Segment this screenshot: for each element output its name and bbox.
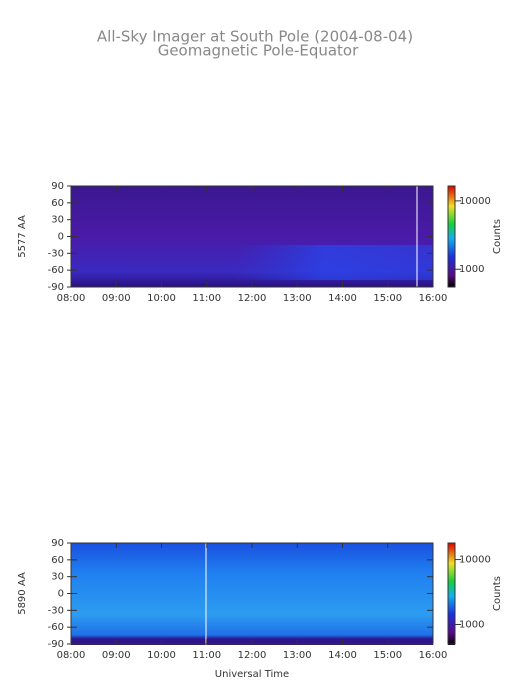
y-tick-label: -90 — [48, 282, 64, 293]
colorbar-frame — [447, 185, 456, 288]
y-tick-label: 0 — [58, 589, 64, 600]
subtitle: Geomagnetic Pole-Equator — [158, 42, 359, 60]
y-tick-label: 60 — [51, 198, 64, 209]
x-tick-label: 13:00 — [283, 650, 312, 661]
x-tick-label: 08:00 — [57, 650, 86, 661]
y-tick-label: -30 — [48, 248, 64, 259]
colorbar-tick-label: 1000 — [459, 619, 484, 630]
x-tick-label: 10:00 — [147, 293, 176, 304]
colorbar-tick-label: 10000 — [459, 555, 491, 566]
x-tick-label: 10:00 — [147, 650, 176, 661]
y-tick-label: 90 — [51, 538, 64, 549]
colorbar-label: Counts — [492, 576, 503, 611]
colorbar-frame — [447, 542, 456, 645]
y-tick-label: -90 — [48, 639, 64, 650]
y-tick-label: 30 — [51, 572, 64, 583]
y-axis-label: 5577 AA — [17, 215, 28, 258]
x-axis-label: Universal Time — [215, 669, 289, 680]
y-tick-label: -30 — [48, 605, 64, 616]
y-tick-label: 0 — [58, 232, 64, 243]
x-tick-label: 16:00 — [419, 650, 448, 661]
y-tick-label: 60 — [51, 555, 64, 566]
heatmap-image — [71, 245, 433, 280]
colorbar-label: Counts — [492, 219, 503, 254]
x-tick-label: 15:00 — [373, 293, 402, 304]
colorbar — [448, 186, 455, 287]
x-tick-label: 12:00 — [238, 293, 267, 304]
colorbar-tick-label: 10000 — [459, 196, 491, 207]
y-tick-label: 90 — [51, 181, 64, 192]
heatmap-image — [71, 543, 433, 645]
title: All-Sky Imager at South Pole (2004-08-04… — [97, 28, 413, 46]
x-tick-label: 12:00 — [238, 650, 267, 661]
x-tick-label: 09:00 — [102, 650, 131, 661]
y-axis-label: 5890 AA — [17, 572, 28, 615]
x-tick-label: 14:00 — [328, 650, 357, 661]
y-tick-label: -60 — [48, 265, 64, 276]
x-tick-label: 09:00 — [102, 293, 131, 304]
x-tick-label: 11:00 — [192, 650, 221, 661]
x-tick-label: 13:00 — [283, 293, 312, 304]
x-tick-label: 14:00 — [328, 293, 357, 304]
x-tick-label: 16:00 — [419, 293, 448, 304]
x-tick-label: 08:00 — [57, 293, 86, 304]
colorbar — [448, 543, 455, 645]
colorbar-tick-label: 1000 — [459, 264, 484, 275]
x-tick-label: 15:00 — [373, 650, 402, 661]
x-tick-label: 11:00 — [192, 293, 221, 304]
y-tick-label: -60 — [48, 622, 64, 633]
y-tick-label: 30 — [51, 215, 64, 226]
